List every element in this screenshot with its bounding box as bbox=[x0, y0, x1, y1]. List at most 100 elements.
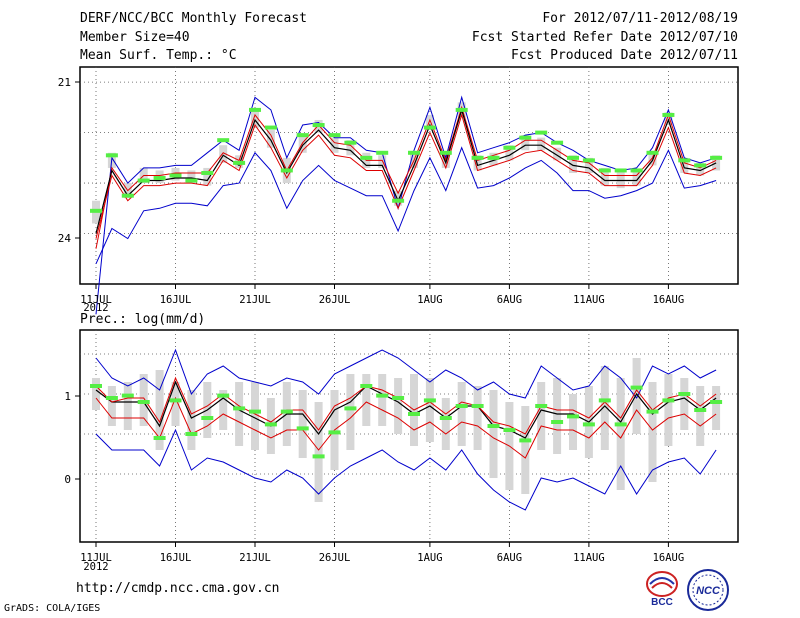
x-tick-label: 6AUG bbox=[497, 294, 522, 306]
observation-marker bbox=[408, 412, 420, 416]
member-spread-box bbox=[505, 145, 514, 161]
x-tick-label: 16AUG bbox=[653, 552, 685, 564]
grads-credit: GrADS: COLA/IGES bbox=[4, 603, 101, 614]
x-tick-label: 1AUG bbox=[417, 294, 442, 306]
member-spread-box bbox=[632, 358, 641, 434]
fcst-started-date: Fcst Started Refer Date 2012/07/10 bbox=[471, 30, 738, 45]
member-spread-box bbox=[584, 157, 593, 173]
member-spread-box bbox=[235, 382, 244, 446]
observation-marker bbox=[137, 400, 150, 404]
observation-marker bbox=[551, 140, 564, 145]
observation-marker bbox=[376, 393, 389, 398]
member-spread-box bbox=[521, 406, 530, 494]
observation-marker bbox=[598, 398, 611, 403]
series-line-max bbox=[95, 95, 717, 315]
y-tick-label: 24 bbox=[58, 232, 72, 245]
x-tick-label: 16JUL bbox=[160, 294, 192, 306]
observation-marker bbox=[503, 145, 516, 150]
series-line-upper bbox=[95, 105, 717, 249]
member-spread-box bbox=[155, 370, 164, 450]
member-spread-box bbox=[696, 162, 705, 176]
observation-marker bbox=[439, 150, 452, 155]
x-tick-label: 16JUL bbox=[160, 552, 192, 564]
member-spread-box bbox=[378, 155, 387, 168]
observation-marker bbox=[408, 150, 420, 155]
observation-marker bbox=[630, 168, 643, 173]
observation-marker bbox=[264, 422, 277, 427]
member-spread-box bbox=[569, 394, 577, 450]
observation-marker bbox=[678, 392, 691, 396]
observation-marker bbox=[264, 125, 277, 130]
observation-marker bbox=[121, 393, 134, 398]
series-line-max bbox=[95, 348, 717, 399]
fcst-produced-date: Fcst Produced Date 2012/07/11 bbox=[511, 48, 738, 63]
member-spread-box bbox=[537, 137, 546, 151]
observation-marker bbox=[328, 430, 341, 435]
member-spread-box bbox=[489, 390, 498, 478]
member-spread-box bbox=[616, 170, 625, 189]
observation-marker bbox=[567, 155, 579, 160]
observation-marker bbox=[392, 396, 405, 400]
member-spread-box bbox=[425, 378, 434, 442]
observation-marker bbox=[710, 400, 723, 404]
member-spread-box bbox=[553, 378, 562, 454]
observation-marker bbox=[582, 158, 595, 163]
x-tick-label: 26JUL bbox=[319, 552, 351, 564]
observation-marker bbox=[201, 416, 214, 420]
member-spread-box bbox=[330, 137, 339, 153]
series-line-mean bbox=[95, 107, 717, 234]
observation-marker bbox=[360, 155, 373, 160]
ncc-logo: NCC bbox=[687, 569, 729, 611]
observation-marker bbox=[169, 398, 182, 403]
observation-marker bbox=[423, 125, 436, 130]
observation-marker bbox=[90, 384, 102, 388]
observation-marker bbox=[249, 409, 261, 414]
member-spread-box bbox=[632, 170, 641, 186]
bcc-logo-text: BCC bbox=[651, 597, 673, 608]
member-spread-box bbox=[298, 390, 307, 458]
observation-marker bbox=[678, 158, 691, 163]
member-spread-box bbox=[314, 402, 323, 502]
series-line-min bbox=[95, 146, 717, 265]
series-line-lower bbox=[95, 396, 717, 459]
observation-marker bbox=[312, 123, 325, 128]
source-url[interactable]: http://cmdp.ncc.cma.gov.cn bbox=[76, 581, 280, 596]
observation-marker bbox=[487, 155, 500, 160]
ncc-logo-text: NCC bbox=[696, 585, 721, 597]
y-tick-label: 21 bbox=[58, 76, 71, 89]
member-spread-box bbox=[187, 170, 196, 184]
observation-marker bbox=[296, 426, 309, 431]
observation-marker bbox=[519, 135, 532, 140]
member-spread-box bbox=[123, 382, 132, 430]
observation-marker bbox=[312, 454, 325, 459]
observation-marker bbox=[296, 133, 309, 138]
observation-marker bbox=[344, 140, 357, 145]
x-year-label: 2012 bbox=[83, 561, 108, 573]
series-line-upper bbox=[95, 376, 717, 435]
member-spread-box bbox=[537, 382, 546, 450]
observation-marker bbox=[392, 198, 405, 203]
member-spread-box bbox=[425, 114, 434, 131]
bcc-logo: BCC bbox=[646, 571, 678, 608]
observation-marker bbox=[455, 404, 468, 408]
observation-marker bbox=[233, 160, 246, 165]
observation-marker bbox=[582, 422, 595, 427]
observation-marker bbox=[614, 168, 627, 173]
member-spread-box bbox=[394, 190, 403, 206]
observation-marker bbox=[137, 178, 150, 183]
member-spread-box bbox=[92, 378, 100, 410]
x-tick-label: 21JUL bbox=[239, 294, 271, 306]
member-spread-box bbox=[680, 157, 689, 173]
member-spread-box bbox=[394, 378, 403, 434]
member-spread-box bbox=[457, 382, 466, 446]
observation-marker bbox=[423, 398, 436, 403]
observation-marker bbox=[694, 408, 707, 412]
x-tick-label: 21JUL bbox=[239, 552, 271, 564]
member-spread-box bbox=[600, 167, 609, 186]
observation-marker bbox=[201, 170, 214, 175]
member-spread-box bbox=[696, 386, 705, 446]
observation-marker bbox=[598, 168, 611, 173]
observation-marker bbox=[694, 163, 707, 168]
observation-marker bbox=[376, 150, 389, 155]
member-spread-box bbox=[473, 386, 482, 450]
